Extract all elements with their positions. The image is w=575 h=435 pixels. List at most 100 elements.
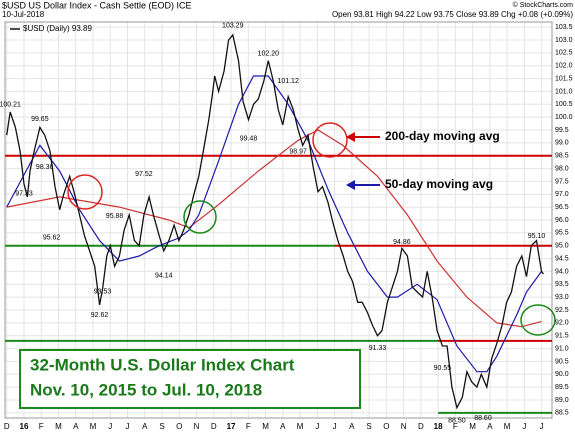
y-tick-label: 99.0 [555,140,569,147]
series-line [6,129,542,328]
x-tick-label: O [176,422,182,431]
y-tick-label: 96.0 [555,217,569,224]
point-label: 100.21 [0,102,21,109]
x-tick-label: O [383,422,389,431]
point-label: 102.20 [258,50,280,57]
x-tick-label: J [108,422,112,431]
x-tick-label: 18 [434,422,443,431]
x-tick-label: F [39,422,44,431]
point-label: 95.10 [528,233,546,240]
x-tick-label: 16 [20,422,29,431]
point-label: 99.48 [240,135,258,142]
x-tick-label: M [469,422,476,431]
x-tick-label: 17 [227,422,236,431]
annotation: 200-day moving avg [385,129,500,143]
legend-label: $USD (Daily) 93.89 [23,24,92,33]
y-tick-label: 102.0 [555,63,573,70]
series-line [6,75,542,373]
x-tick-label: S [366,422,371,431]
point-label: 97.52 [135,171,153,178]
y-tick-label: 95.0 [555,243,569,250]
arrow-head [346,180,355,190]
x-tick-label: M [262,422,269,431]
y-tick-label: 90.0 [555,371,569,378]
y-tick-label: 99.5 [555,127,569,134]
x-tick-label: A [487,422,493,431]
y-tick-label: 98.0 [555,165,569,172]
x-tick-label: D [418,422,424,431]
highlight-circle [183,200,217,234]
y-tick-label: 101.0 [555,88,573,95]
y-tick-label: 97.0 [555,191,569,198]
x-tick-label: A [73,422,79,431]
series-line [6,33,544,410]
y-tick-label: 103.0 [555,37,573,44]
plot-frame [4,21,553,419]
x-tick-label: N [194,422,200,431]
plot: 100.21 97.33 99.65 98.36 95.62 92.62 93.53 95.8… [0,22,552,425]
caption-box [19,349,361,409]
y-tick-label: 90.5 [555,358,569,365]
point-label: 98.36 [36,164,54,171]
highlight-circle [520,304,556,336]
x-tick-label: M [504,422,511,431]
x-tick-label: M [90,422,97,431]
y-tick-label: 95.5 [555,230,569,237]
y-tick-label: 94.0 [555,268,569,275]
y-tick-label: 101.5 [555,75,573,82]
y-tick-label: 98.5 [555,153,569,160]
x-tick-label: M [297,422,304,431]
point-label: 94.14 [155,273,173,280]
x-tick-label: J [333,422,337,431]
y-tick-label: 89.0 [555,397,569,404]
point-label: 93.53 [94,288,112,295]
x-tick-label: S [159,422,164,431]
x-tick-label: A [349,422,355,431]
caption-subtitle: Nov. 10, 2015 to Jul. 10, 2018 [30,380,262,399]
point-label: 97.33 [15,191,33,198]
x-tick-label: D [211,422,217,431]
point-label: 95.62 [43,235,61,242]
y-tick-label: 89.5 [555,384,569,391]
x-tick-label: F [453,422,458,431]
y-tick-label: 100.0 [555,114,573,121]
x-tick-label: D [4,422,10,431]
y-tick-label: 91.5 [555,333,569,340]
x-tick-label: M [55,422,62,431]
point-label: 90.55 [434,365,452,372]
date: 10-Jul-2018 [2,10,45,19]
x-tick-label: A [142,422,148,431]
quote: Open 93.81 High 94.22 Low 93.75 Close 93… [332,10,573,19]
highlight-circle [312,122,348,158]
y-tick-label: 93.0 [555,294,569,301]
point-label: 103.29 [222,22,244,29]
y-tick-label: 96.5 [555,204,569,211]
x-tick-label: A [280,422,286,431]
caption-title: 32-Month U.S. Dollar Index Chart [30,355,295,374]
x-tick-label: J [126,422,130,431]
x-tick-label: J [315,422,319,431]
arrow-head [346,132,355,142]
point-label: 88.60 [474,415,492,422]
chart-title: $USD US Dollar Index - Cash Settle (EOD)… [2,0,192,10]
y-tick-label: 93.5 [555,281,569,288]
point-label: 91.33 [369,345,387,352]
point-label: 92.62 [91,312,109,319]
y-tick-label: 94.5 [555,255,569,262]
point-label: 88.50 [448,418,466,425]
point-label: 95.88 [106,213,124,220]
point-label: 94.86 [393,239,411,246]
y-tick-label: 92.5 [555,307,569,314]
source: © StockCharts.com [513,1,574,9]
y-tick-label: 103.5 [555,24,573,31]
x-tick-label: J [540,422,544,431]
y-tick-label: 92.0 [555,320,569,327]
x-tick-label: F [246,422,251,431]
point-label: 98.97 [289,148,307,155]
point-label: 99.65 [31,116,49,123]
annotation: 50-day moving avg [385,177,493,191]
x-tick-label: J [522,422,526,431]
y-tick-label: 102.5 [555,50,573,57]
y-tick-label: 97.5 [555,178,569,185]
